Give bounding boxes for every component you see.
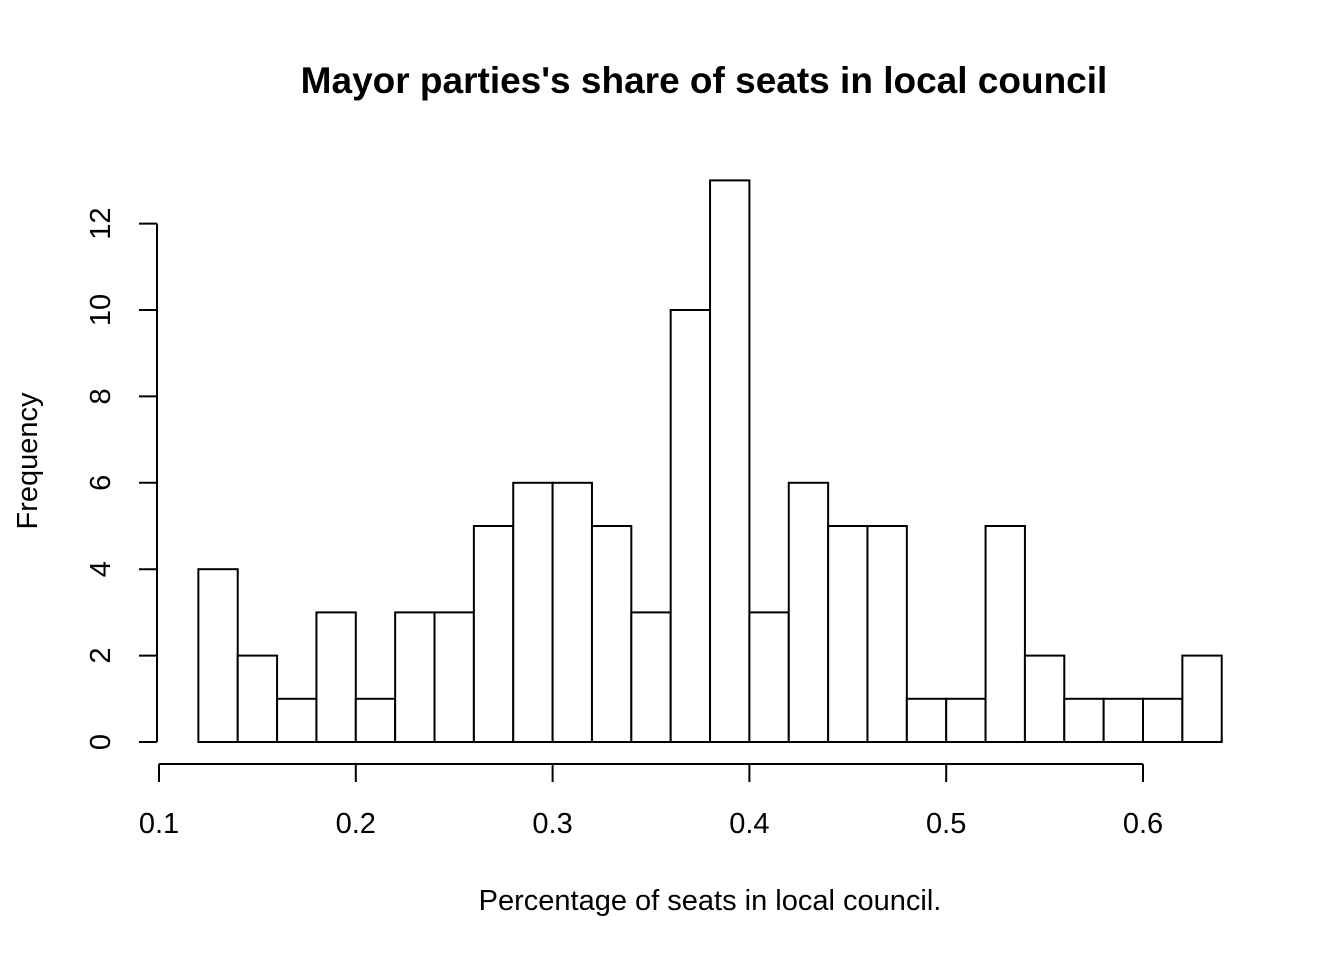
histogram-bar	[276, 697, 318, 743]
y-axis-label: Frequency	[12, 392, 44, 530]
histogram-bar	[236, 654, 279, 743]
y-tick-label: 8	[85, 388, 117, 404]
y-tick-label: 12	[85, 207, 117, 239]
y-tick-label: 10	[85, 294, 117, 326]
x-axis: 0.1 0.2 0.3 0.4 0.5 0.6	[139, 763, 1163, 840]
histogram-bar	[197, 568, 239, 744]
histogram-bar	[709, 179, 751, 743]
histogram-bar	[512, 481, 554, 743]
histogram-bar	[984, 525, 1026, 743]
histogram-bar	[315, 611, 357, 744]
x-tick-label: 0.5	[926, 808, 966, 840]
histogram-bar	[1023, 654, 1066, 743]
histogram-bar	[354, 697, 397, 743]
histogram-bar	[787, 481, 830, 743]
histogram-bar	[669, 309, 712, 743]
histogram-bar	[827, 525, 869, 743]
histogram-bar	[433, 611, 475, 744]
histogram-bar	[1181, 654, 1223, 743]
x-tick-label: 0.1	[139, 808, 179, 840]
chart-title: Mayor parties's share of seats in local …	[301, 60, 1108, 101]
histogram-bar	[551, 481, 593, 743]
x-tick-label: 0.4	[729, 808, 769, 840]
histogram-bar	[1102, 697, 1145, 743]
histogram-bar	[866, 525, 908, 743]
y-tick-label: 6	[85, 475, 117, 491]
histogram-bar	[748, 611, 790, 744]
x-tick-label: 0.3	[532, 808, 572, 840]
histogram-bar	[945, 697, 987, 743]
y-tick-label: 4	[85, 561, 117, 577]
histogram-bar	[394, 611, 436, 744]
x-axis-label: Percentage of seats in local council.	[479, 885, 942, 917]
histogram-bar	[590, 525, 633, 743]
histogram-bar	[1063, 697, 1105, 743]
bars-group	[197, 179, 1223, 744]
histogram-bar	[1142, 697, 1184, 743]
y-tick-label: 0	[85, 734, 117, 750]
histogram-bar	[630, 611, 672, 744]
histogram-bar	[905, 697, 948, 743]
x-tick-label: 0.2	[336, 808, 376, 840]
y-tick-label: 2	[85, 648, 117, 664]
y-axis: 0 2 4 6 8 10 12	[85, 207, 158, 750]
x-tick-label: 0.6	[1123, 808, 1163, 840]
histogram-bar	[472, 525, 515, 743]
